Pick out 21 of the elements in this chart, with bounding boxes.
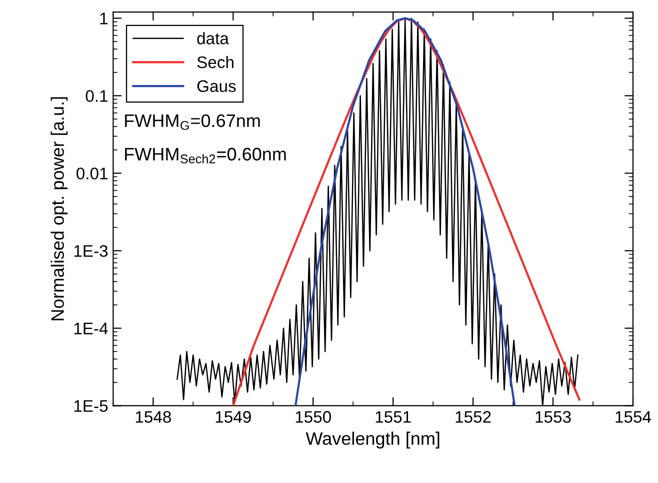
- y-axis-title: Normalised opt. power [a.u.]: [50, 97, 68, 320]
- legend-label: Gaus: [197, 80, 236, 92]
- x-tick-label: 1553: [536, 411, 571, 423]
- legend-label: data: [197, 32, 229, 44]
- annotation: FWHM$_{Sech2}$=0.60nm: [125, 148, 286, 164]
- x-axis-title: Wavelength [nm]: [306, 432, 440, 449]
- x-tick-label: 1549: [216, 411, 251, 423]
- x-tick-label: 1550: [296, 411, 331, 423]
- y-tick-label: 0.01: [76, 168, 108, 180]
- x-tick-label: 1548: [136, 411, 171, 423]
- y-tick-label: 1: [100, 12, 108, 24]
- y-tick-label: 1E-3: [74, 245, 108, 257]
- y-tick-label: 0.1: [86, 90, 108, 102]
- legend-label: Sech: [197, 56, 234, 68]
- x-tick-label: 1552: [456, 411, 491, 423]
- line-series: [294, 17, 516, 406]
- x-tick-label: 1551: [376, 411, 411, 423]
- x-tick-label: 1554: [616, 411, 652, 423]
- y-tick-label: 1E-5: [74, 400, 108, 412]
- annotation: FWHM$_{G}$=0.67nm: [125, 114, 260, 130]
- y-tick-label: 1E-4: [74, 322, 108, 334]
